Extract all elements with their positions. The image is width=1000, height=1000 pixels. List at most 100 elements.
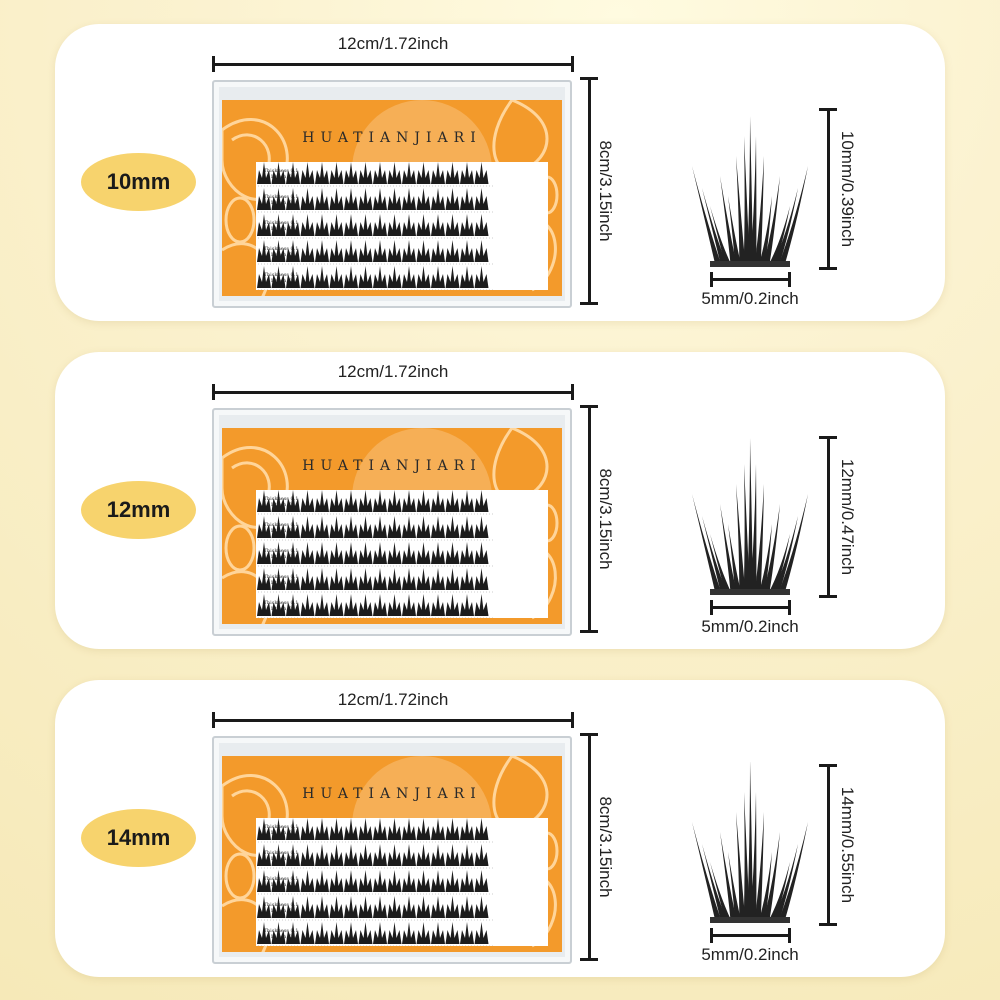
lash-cluster-mark xyxy=(300,922,315,944)
lash-cluster-mark xyxy=(344,162,358,184)
lash-cluster-mark xyxy=(387,490,402,512)
brand-name: HUATIANJIARI xyxy=(302,458,482,474)
lash-cluster-mark xyxy=(315,188,329,210)
lash-cluster-mark xyxy=(431,542,445,564)
lash-cluster-mark xyxy=(315,240,329,262)
lash-cluster-mark xyxy=(329,516,344,538)
lash-cluster-mark xyxy=(373,214,387,236)
lash-cluster-mark xyxy=(402,490,416,512)
lash-cluster-mark xyxy=(315,266,329,288)
lash-cluster-mark xyxy=(445,542,460,564)
lash-cluster-mark xyxy=(286,844,300,866)
lash-cluster-mark xyxy=(257,490,271,512)
brand-name: HUATIANJIARI xyxy=(302,786,482,802)
lash-cluster-mark xyxy=(286,542,300,564)
product-size-card: 10mm 12cm/1.72inch HUATIANJIARI xyxy=(55,24,945,321)
lash-cluster-mark xyxy=(387,896,402,918)
lash-cluster-mark xyxy=(271,594,286,616)
lash-cluster-mark xyxy=(271,896,286,918)
lash-cluster-mark xyxy=(315,162,329,184)
lash-cluster-mark xyxy=(358,568,373,590)
lash-cluster-mark xyxy=(402,568,416,590)
lash-cluster-mark xyxy=(271,214,286,236)
box-width-label: 12cm/1.72inch xyxy=(337,34,449,53)
lash-cluster-mark xyxy=(460,542,474,564)
lash-cluster-mark xyxy=(257,594,271,616)
lash-cluster-mark xyxy=(300,240,315,262)
lash-cluster-mark xyxy=(271,922,286,944)
lash-cluster-mark xyxy=(271,188,286,210)
box-width-dimension: 12cm/1.72inch xyxy=(212,360,574,400)
lash-cluster-mark xyxy=(460,818,474,840)
box-height-label: 8cm/3.15inch xyxy=(596,140,615,242)
lash-cluster-mark xyxy=(257,818,271,840)
lash-cluster-mark xyxy=(402,594,416,616)
lash-cluster-mark xyxy=(329,162,344,184)
lash-cluster-mark xyxy=(358,266,373,288)
lash-cluster-mark xyxy=(257,188,271,210)
lash-cluster-mark xyxy=(460,568,474,590)
lash-cluster-mark xyxy=(344,922,358,944)
lash-cluster-mark xyxy=(416,266,431,288)
size-badge: 12mm xyxy=(81,481,196,539)
lash-cluster-icon xyxy=(692,762,808,923)
lash-cluster-mark xyxy=(344,896,358,918)
lash-cluster-mark xyxy=(257,266,271,288)
lash-cluster-mark xyxy=(344,594,358,616)
lash-cluster-mark xyxy=(315,594,329,616)
lash-cluster-mark xyxy=(416,870,431,892)
lash-cluster-mark xyxy=(271,870,286,892)
lash-cluster-mark xyxy=(431,896,445,918)
lash-cluster-mark xyxy=(474,896,489,918)
lash-cluster-mark xyxy=(373,844,387,866)
lash-cluster-mark xyxy=(460,516,474,538)
lash-cluster-mark xyxy=(315,490,329,512)
lash-cluster-mark xyxy=(460,188,474,210)
lash-cluster-mark xyxy=(329,266,344,288)
lash-cluster-mark xyxy=(257,896,271,918)
lash-cluster-mark xyxy=(257,542,271,564)
lash-cluster-mark xyxy=(286,922,300,944)
lash-cluster-mark xyxy=(445,568,460,590)
lash-cluster-mark xyxy=(416,542,431,564)
lash-cluster-mark xyxy=(387,870,402,892)
lash-cluster-mark xyxy=(358,162,373,184)
lash-cluster-mark xyxy=(373,870,387,892)
lash-cluster-mark xyxy=(445,922,460,944)
lash-cluster-mark xyxy=(257,516,271,538)
lash-cluster-mark xyxy=(460,594,474,616)
tray-artwork: HUATIANJIARI Thickness 0.110mm,C Thickne… xyxy=(222,100,562,296)
lash-rows-icon xyxy=(257,818,494,946)
lash-strip-panel: Thickness 0.110mm,C Thickness 0.110mm,C … xyxy=(256,162,548,290)
lash-cluster-mark xyxy=(373,240,387,262)
lash-strip-panel: Thickness 0.112mm,C Thickness 0.112mm,C … xyxy=(256,490,548,618)
lash-cluster-mark xyxy=(387,240,402,262)
base-width-label: 5mm/0.2inch xyxy=(701,289,799,308)
lash-cluster-mark xyxy=(416,844,431,866)
lash-cluster-mark xyxy=(300,844,315,866)
lash-cluster-mark xyxy=(416,594,431,616)
lash-cluster-mark xyxy=(431,922,445,944)
lash-cluster-mark xyxy=(271,844,286,866)
lash-cluster-mark xyxy=(402,870,416,892)
lash-cluster-mark xyxy=(402,896,416,918)
lash-cluster-mark xyxy=(445,162,460,184)
lash-cluster-mark xyxy=(286,188,300,210)
lash-cluster-mark xyxy=(271,818,286,840)
lash-cluster-mark xyxy=(344,870,358,892)
lash-cluster-mark xyxy=(300,568,315,590)
tray-artwork: HUATIANJIARI Thickness 0.114mm,C Thickne… xyxy=(222,756,562,952)
lash-cluster-mark xyxy=(402,188,416,210)
lash-cluster-mark xyxy=(416,490,431,512)
lash-cluster-mark xyxy=(373,490,387,512)
lash-cluster-mark xyxy=(402,214,416,236)
lash-cluster-mark xyxy=(315,844,329,866)
lash-cluster-mark xyxy=(445,594,460,616)
lash-cluster-mark xyxy=(431,844,445,866)
lash-cluster-mark xyxy=(329,896,344,918)
lash-cluster-mark xyxy=(286,214,300,236)
lash-cluster-mark xyxy=(329,490,344,512)
lash-cluster-mark xyxy=(416,922,431,944)
box-width-dimension: 12cm/1.72inch xyxy=(212,32,574,72)
lash-cluster-mark xyxy=(445,516,460,538)
